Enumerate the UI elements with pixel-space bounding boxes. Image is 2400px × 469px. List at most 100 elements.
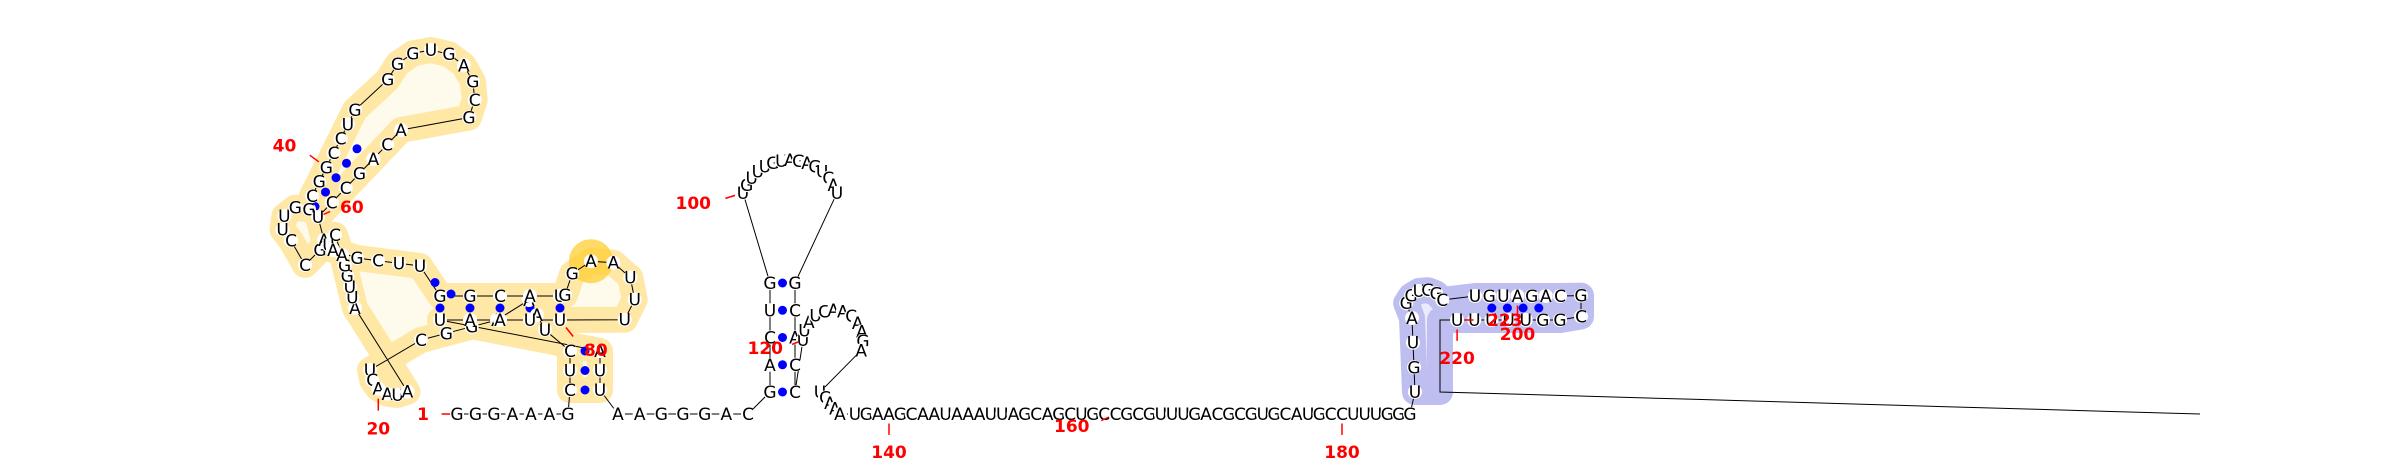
nucleotide-bg <box>1199 407 1214 421</box>
nucleotide: A <box>402 383 414 403</box>
nucleotide: U <box>1358 405 1370 425</box>
nucleotide: A <box>395 121 407 141</box>
nucleotide-bg <box>833 407 847 421</box>
nucleotide-bg <box>1484 313 1499 327</box>
nucleotide: G <box>320 158 333 178</box>
nucleotide-bg <box>1017 407 1032 421</box>
nucleotide-bg <box>328 228 342 242</box>
nucleotide: G <box>1120 405 1133 425</box>
nucleotide-bg <box>324 195 339 210</box>
nucleotide: C <box>1436 291 1448 311</box>
nucleotide-bg <box>1406 335 1420 350</box>
nucleotide: G <box>381 71 394 91</box>
nucleotide: A <box>928 405 940 425</box>
nucleotide-bg <box>741 407 755 421</box>
position-number: 60 <box>340 198 364 218</box>
nucleotide: U <box>764 301 776 321</box>
nucleotide: A <box>1512 287 1524 307</box>
nucleotide: A <box>764 356 776 376</box>
nucleotide-bg <box>563 344 577 358</box>
position-number: 220 <box>1439 349 1475 369</box>
nucleotide-bg <box>1131 407 1146 421</box>
nucleotide-bg <box>1040 407 1055 421</box>
nucleotide: U <box>1485 311 1497 331</box>
nucleotide-bg <box>593 344 607 358</box>
base-pair <box>1518 303 1528 313</box>
nucleotide-bg <box>462 110 476 125</box>
nucleotide: U <box>539 321 551 341</box>
position-number: 180 <box>1324 443 1360 463</box>
nucleotide-bg <box>338 181 353 195</box>
nucleotide-bg <box>414 333 428 347</box>
nucleotide: C <box>329 226 341 246</box>
nucleotide-bg <box>1210 407 1225 421</box>
nucleotide-bg <box>949 407 964 421</box>
nucleotide: U <box>312 208 324 228</box>
nucleotide-bg <box>763 303 777 318</box>
position-tick <box>791 341 799 346</box>
nucleotide: A <box>834 405 846 425</box>
nucleotide-bg <box>380 386 395 401</box>
position-number: 120 <box>748 339 784 359</box>
nucleotide: A <box>634 405 646 425</box>
nucleotide: A <box>367 150 379 170</box>
nucleotide: C <box>1325 405 1337 425</box>
nucleotide: G <box>462 109 475 129</box>
position-number: 40 <box>273 136 297 156</box>
nucleotide-bg <box>1289 407 1304 421</box>
nucleotide: G <box>1222 405 1235 425</box>
nucleotide-bg <box>1074 407 1089 421</box>
base-pair <box>495 303 505 313</box>
nucleotide-bg <box>632 407 647 421</box>
nucleotide: U <box>278 207 290 227</box>
nucleotide-bg <box>311 210 325 224</box>
nucleotide: A <box>612 405 624 425</box>
base-pair <box>352 144 362 154</box>
nucleotide-bg <box>424 43 438 57</box>
nucleotide: C <box>306 187 318 207</box>
nucleotide-bg <box>593 383 607 397</box>
nucleotide: C <box>326 194 338 214</box>
nucleotide-bg <box>995 407 1010 421</box>
nucleotide-bg <box>1255 407 1270 421</box>
nucleotide-bg <box>433 289 447 303</box>
nucleotide: G <box>313 173 326 193</box>
nucleotide: G <box>353 165 366 185</box>
nucleotide-bg <box>1524 289 1539 303</box>
nucleotide-bg <box>298 258 312 272</box>
nucleotide: C <box>1110 405 1122 425</box>
nucleotide: A <box>594 342 606 362</box>
nucleotide-bg <box>326 146 341 160</box>
nucleotide-bg <box>538 323 552 337</box>
base-pair <box>580 366 590 375</box>
nucleotide: C <box>822 169 834 189</box>
nucleotide-bg <box>340 269 355 284</box>
nucleotide-bg <box>676 407 690 421</box>
nucleotide-bg <box>312 174 327 189</box>
nucleotide: A <box>464 311 476 331</box>
nucleotide-bg <box>927 407 942 421</box>
nucleotide: A <box>974 405 986 425</box>
nucleotide: G <box>1553 311 1566 331</box>
nucleotide: U <box>985 405 997 425</box>
nucleotide: C <box>372 252 384 272</box>
nucleotide: G <box>466 73 479 93</box>
position-tick <box>309 154 320 163</box>
nucleotide-bg <box>1369 407 1383 421</box>
nucleotide: U <box>1347 405 1359 425</box>
nucleotide: C <box>494 287 506 307</box>
nucleotide: G <box>1536 311 1549 331</box>
nucleotide: C <box>1030 405 1042 425</box>
nucleotide-bg <box>1119 407 1134 421</box>
nucleotide: C <box>1234 405 1246 425</box>
nucleotide-bg <box>983 407 998 421</box>
nucleotide: A <box>381 385 393 405</box>
nucleotide-bg <box>340 117 355 132</box>
nucleotide-bg <box>1335 407 1349 421</box>
nucleotide: G <box>450 405 463 425</box>
nucleotide: U <box>1075 405 1087 425</box>
nucleotide: U <box>434 311 446 331</box>
nucleotide-bg <box>392 256 406 271</box>
nucleotide: G <box>566 265 579 285</box>
base-pair <box>778 305 787 315</box>
